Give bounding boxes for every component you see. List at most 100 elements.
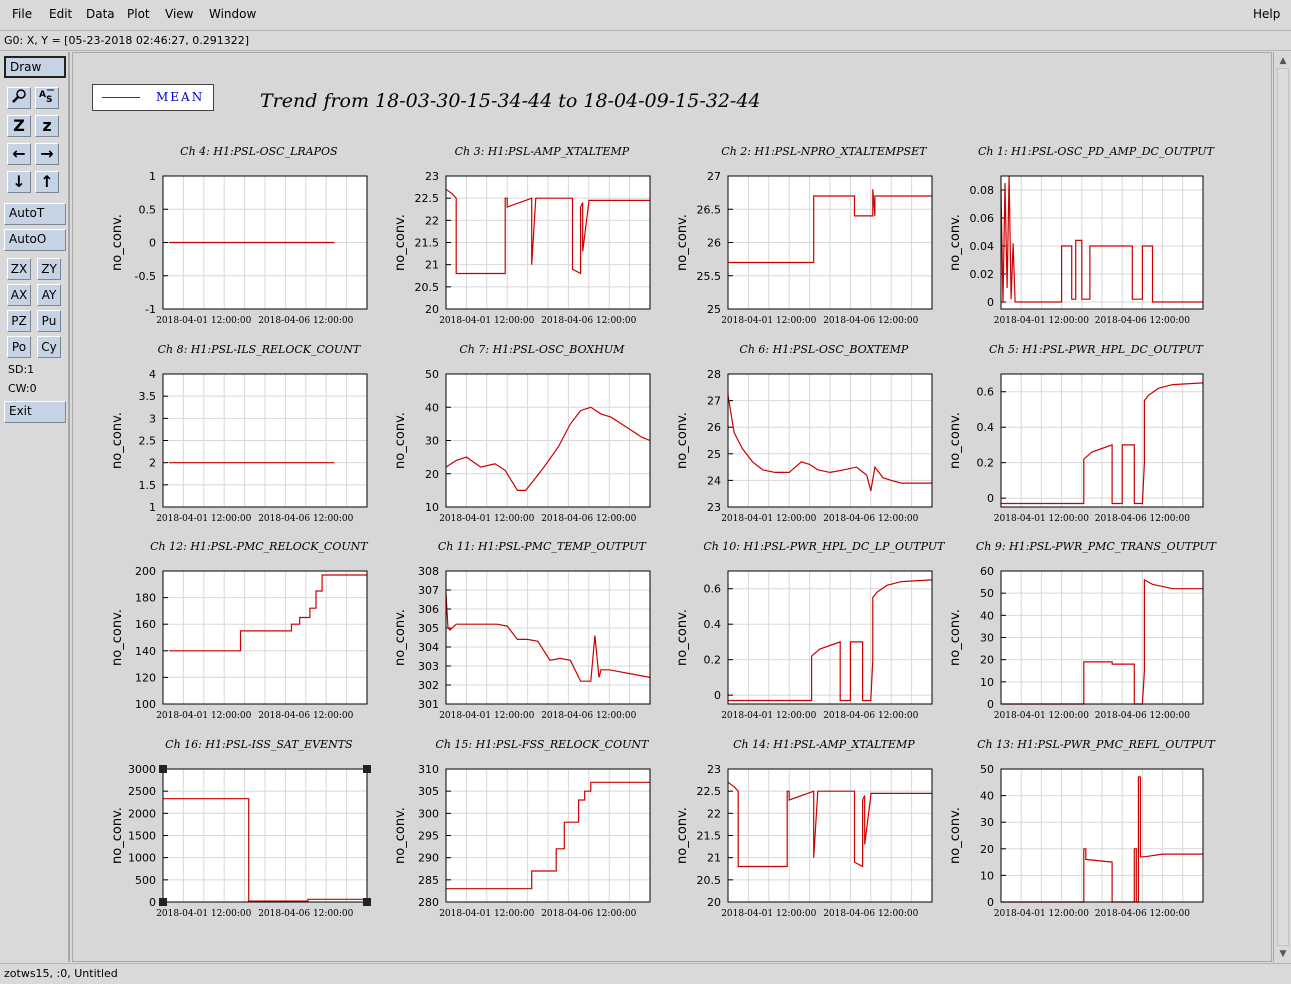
status-bar: zotws15, :0, Untitled: [0, 963, 1291, 984]
x-tick-label: 2018-04-06 12:00:00: [541, 514, 636, 524]
ay-button[interactable]: AY: [37, 284, 61, 306]
series-line: [445, 593, 651, 682]
exit-button[interactable]: Exit: [4, 401, 66, 423]
x-tick-label: 2018-04-06 12:00:00: [258, 909, 353, 919]
y-tick-label: 0.08: [970, 184, 995, 197]
x-tick-label: 2018-04-01 12:00:00: [721, 316, 816, 326]
y-tick-label: 20: [707, 896, 721, 909]
y-tick-label: 307: [418, 584, 439, 597]
chart-title: Ch 16: H1:PSL-ISS_SAT_EVENTS: [165, 738, 353, 751]
cy-button[interactable]: Cy: [37, 336, 61, 358]
chart-title: Ch 6: H1:PSL-OSC_BOXTEMP: [739, 343, 908, 356]
menu-data[interactable]: Data: [86, 7, 115, 21]
y-axis-label: no_conv.: [110, 412, 125, 469]
y-axis-label: no_conv.: [948, 609, 963, 666]
y-tick-label: 302: [418, 679, 439, 692]
legend: MEAN: [92, 84, 214, 111]
chart-title: Ch 7: H1:PSL-OSC_BOXHUM: [459, 343, 625, 356]
chart-frame: [727, 373, 933, 508]
y-tick-label: 0.2: [704, 654, 722, 667]
y-tick-label: 30: [980, 632, 994, 645]
y-tick-label: 295: [418, 830, 439, 843]
zy-button[interactable]: ZY: [37, 258, 61, 280]
y-tick-label: 0: [987, 698, 994, 711]
y-tick-label: 0.4: [977, 421, 995, 434]
y-tick-label: -1: [145, 303, 156, 316]
chart-frame: [445, 175, 651, 310]
chart-frame: [1000, 570, 1204, 705]
magnifier-icon[interactable]: [7, 87, 31, 109]
chart-title: Ch 9: H1:PSL-PWR_PMC_TRANS_OUTPUT: [976, 540, 1218, 553]
x-tick-label: 2018-04-01 12:00:00: [156, 316, 251, 326]
series-line: [727, 781, 932, 868]
y-tick-label: 50: [425, 368, 439, 381]
menu-edit[interactable]: Edit: [49, 7, 73, 21]
chart-frame: [1000, 175, 1204, 310]
pz-button[interactable]: PZ: [7, 310, 31, 332]
x-tick-label: 2018-04-01 12:00:00: [156, 711, 251, 721]
x-tick-label: 2018-04-01 12:00:00: [994, 711, 1089, 721]
coordinate-readout: G0: X, Y = [05-23-2018 02:46:27, 0.29132…: [4, 34, 250, 47]
menu-plot[interactable]: Plot: [127, 7, 150, 21]
y-tick-label: 180: [135, 592, 156, 605]
y-tick-label: 24: [707, 474, 721, 487]
selection-handle[interactable]: [159, 765, 167, 773]
chart-title: Ch 4: H1:PSL-OSC_LRAPOS: [180, 145, 338, 158]
y-tick-label: 285: [418, 874, 439, 887]
x-tick-label: 2018-04-01 12:00:00: [439, 711, 534, 721]
y-axis-label: no_conv.: [948, 214, 963, 271]
draw-button[interactable]: Draw: [4, 56, 66, 78]
y-tick-label: 30: [980, 816, 994, 829]
menu-window[interactable]: Window: [209, 7, 257, 21]
y-tick-label: 26.5: [697, 203, 722, 216]
series-line: [1001, 382, 1204, 505]
y-tick-label: 4: [149, 368, 156, 381]
autoo-button[interactable]: AutoO: [4, 229, 66, 251]
scroll-left-button[interactable]: ←: [7, 143, 31, 165]
coordinate-readout-bar: G0: X, Y = [05-23-2018 02:46:27, 0.29132…: [0, 31, 1291, 51]
scroll-right-button[interactable]: →: [35, 143, 59, 165]
scroll-down-button[interactable]: ↓: [7, 171, 31, 193]
menu-view[interactable]: View: [165, 7, 194, 21]
y-tick-label: 20: [980, 843, 994, 856]
scroll-up-button[interactable]: ↑: [35, 171, 59, 193]
selection-handle[interactable]: [363, 765, 371, 773]
chart-title: Ch 15: H1:PSL-FSS_RELOCK_COUNT: [435, 738, 650, 751]
ax-button[interactable]: AX: [7, 284, 31, 306]
y-axis-label: no_conv.: [393, 412, 408, 469]
autot-button[interactable]: AutoT: [4, 203, 66, 225]
selection-handle[interactable]: [159, 898, 167, 906]
y-tick-label: 0.04: [970, 240, 995, 253]
scroll-down-arrow-icon[interactable]: ▼: [1279, 949, 1287, 959]
menu-file[interactable]: File: [12, 7, 33, 21]
legend-label: MEAN: [156, 90, 205, 104]
zoom-in-button[interactable]: Z: [7, 115, 31, 137]
scroll-up-arrow-icon[interactable]: ▲: [1279, 56, 1287, 66]
chart-title: Ch 12: H1:PSL-PMC_RELOCK_COUNT: [150, 540, 369, 553]
po-button[interactable]: Po: [7, 336, 31, 358]
y-axis-label: no_conv.: [110, 609, 125, 666]
y-tick-label: 1.5: [139, 479, 157, 492]
y-axis-label: no_conv.: [393, 214, 408, 271]
zoom-out-button[interactable]: z: [35, 115, 59, 137]
x-tick-label: 2018-04-06 12:00:00: [541, 316, 636, 326]
x-tick-label: 2018-04-06 12:00:00: [258, 316, 353, 326]
status-text: zotws15, :0, Untitled: [4, 967, 118, 980]
vertical-scrollbar[interactable]: ▲ ▼: [1273, 52, 1291, 962]
series-line: [445, 406, 651, 491]
scrollbar-track[interactable]: [1277, 68, 1289, 946]
pu-button[interactable]: Pu: [37, 310, 61, 332]
y-tick-label: 25: [707, 448, 721, 461]
selection-handle[interactable]: [363, 898, 371, 906]
sd-label: SD:1: [8, 363, 35, 376]
y-tick-label: 27: [707, 170, 721, 183]
menu-help[interactable]: Help: [1253, 7, 1281, 21]
zx-button[interactable]: ZX: [7, 258, 31, 280]
x-tick-label: 2018-04-06 12:00:00: [1095, 909, 1190, 919]
y-tick-label: 304: [418, 641, 439, 654]
